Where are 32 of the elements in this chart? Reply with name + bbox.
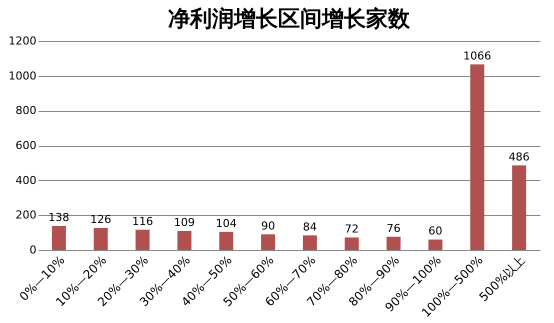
bar bbox=[52, 226, 66, 250]
y-tick-label: 600 bbox=[16, 139, 36, 152]
y-tick-label: 1200 bbox=[8, 34, 36, 48]
bar bbox=[219, 232, 234, 250]
bar bbox=[386, 236, 401, 250]
data-label: 1066 bbox=[463, 49, 492, 62]
data-label: 104 bbox=[216, 216, 237, 230]
bar bbox=[470, 64, 484, 250]
data-label: 126 bbox=[90, 213, 112, 226]
bar bbox=[512, 165, 526, 250]
data-label: 138 bbox=[48, 210, 70, 224]
data-label: 116 bbox=[132, 214, 154, 228]
y-tick-label: 400 bbox=[16, 174, 36, 187]
bar bbox=[94, 228, 108, 250]
data-label: 60 bbox=[428, 224, 442, 238]
data-label: 109 bbox=[174, 216, 195, 230]
chart-title: 净利润增长区间增长家数 bbox=[168, 6, 411, 32]
y-tick-label: 200 bbox=[16, 208, 36, 222]
bar bbox=[428, 240, 442, 250]
bar bbox=[177, 231, 192, 250]
y-tick-label: 1000 bbox=[8, 69, 36, 82]
data-label: 90 bbox=[261, 219, 276, 232]
bar bbox=[136, 230, 150, 250]
data-label: 76 bbox=[386, 222, 401, 235]
data-label: 84 bbox=[302, 220, 317, 234]
bar bbox=[344, 237, 359, 250]
bar bbox=[302, 235, 317, 250]
y-tick-label: 800 bbox=[16, 104, 36, 118]
y-tick-label: 0 bbox=[30, 244, 36, 256]
bar bbox=[261, 234, 276, 250]
data-label: 486 bbox=[508, 150, 530, 164]
data-label: 72 bbox=[344, 222, 359, 236]
